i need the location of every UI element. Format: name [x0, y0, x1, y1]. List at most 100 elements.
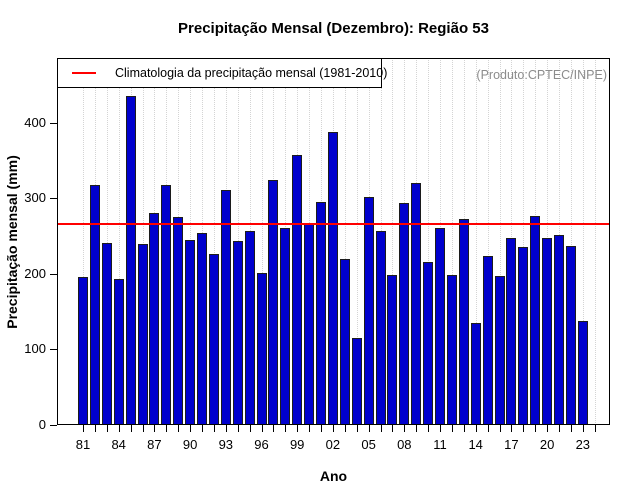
y-axis-tick: [50, 425, 57, 426]
precipitation-bar-1990: [185, 239, 196, 425]
gridline: [142, 58, 144, 425]
x-axis-tick-label: 11: [433, 437, 447, 452]
x-axis-tick: [344, 425, 346, 432]
x-axis-tick: [130, 425, 132, 432]
x-axis-tick: [249, 425, 251, 432]
x-axis-tick-label: 99: [289, 437, 305, 452]
precipitation-bar-1986: [137, 243, 148, 425]
plot-area: [57, 58, 610, 425]
gridline: [523, 58, 525, 425]
x-axis-tick-label: 17: [504, 437, 519, 452]
chart-title: Precipitação Mensal (Dezembro): Região 5…: [178, 20, 489, 37]
x-axis-tick: [83, 425, 84, 432]
gridline: [118, 58, 120, 425]
y-axis-title: Precipitação mensal (mm): [4, 155, 20, 329]
x-axis-tick-label: 02: [325, 437, 341, 452]
precipitation-bar-2002: [327, 132, 338, 425]
y-axis-tick-label: 200: [24, 265, 46, 281]
x-axis-tick: [463, 425, 465, 432]
x-axis-tick-label: 81: [75, 437, 91, 452]
x-axis-tick: [202, 425, 203, 432]
x-axis-tick-label: 08: [397, 437, 412, 452]
precipitation-bar-1991: [197, 232, 207, 425]
precipitation-bar-2015: [482, 256, 493, 425]
gridline: [428, 58, 430, 425]
precipitation-bar-2014: [470, 322, 481, 425]
y-axis-tick-label: 400: [24, 114, 46, 130]
precipitation-bar-1989: [173, 217, 184, 425]
x-axis-tick-label: 23: [575, 437, 591, 452]
x-axis-tick: [428, 425, 430, 432]
x-axis-tick: [499, 425, 501, 432]
gridline: [356, 58, 358, 425]
legend-box: Climatologia da precipitação mensal (198…: [57, 58, 387, 88]
precipitation-bar-2020: [542, 237, 553, 425]
x-axis-tick: [594, 425, 596, 432]
x-axis-tick: [392, 425, 394, 432]
y-axis-tick: [50, 273, 57, 275]
x-axis-tick: [321, 425, 322, 432]
precipitation-bar-1999: [292, 155, 303, 425]
x-axis-tick-label: 90: [182, 437, 198, 452]
gridline: [594, 58, 596, 425]
precipitation-bar-2011: [435, 228, 445, 425]
precipitation-bar-1985: [125, 96, 136, 425]
precipitation-bar-1998: [280, 228, 291, 425]
x-axis-title: Ano: [319, 468, 348, 484]
precipitation-bar-2010: [423, 262, 434, 425]
x-axis-tick: [535, 425, 537, 432]
precipitation-bar-1994: [232, 240, 243, 425]
precipitation-bar-1988: [161, 184, 172, 425]
precipitation-bar-1982: [89, 184, 100, 425]
gridline: [392, 58, 394, 425]
x-axis-tick-label: 05: [361, 437, 376, 452]
x-axis-tick: [309, 425, 311, 432]
x-axis-tick: [368, 425, 370, 432]
precipitation-bar-1997: [268, 180, 279, 425]
precipitation-bar-1983: [101, 242, 112, 425]
x-axis-tick: [190, 425, 192, 432]
precipitation-bar-2009: [411, 183, 422, 425]
y-axis-tick-label: 300: [24, 190, 46, 206]
x-axis-tick: [237, 425, 239, 432]
precipitation-bar-2022: [565, 245, 576, 425]
y-axis-tick-label: 100: [24, 341, 46, 357]
x-axis-tick: [451, 425, 453, 432]
x-axis-tick: [511, 425, 513, 432]
x-axis-tick-label: 20: [539, 437, 555, 452]
precipitation-bar-1984: [113, 279, 124, 425]
x-axis-tick: [213, 425, 215, 432]
gridline: [487, 58, 489, 425]
x-axis-tick-label: 84: [111, 437, 126, 452]
precipitation-bar-2000: [304, 223, 315, 425]
precipitation-bar-2016: [494, 276, 505, 425]
precipitation-bar-1993: [220, 189, 231, 425]
gridline: [344, 58, 346, 425]
y-axis-tick: [50, 122, 57, 124]
x-axis-tick: [487, 425, 489, 432]
x-axis-tick: [273, 425, 275, 432]
x-axis-tick: [523, 425, 525, 432]
x-axis-tick: [416, 425, 418, 432]
x-axis-tick-label: 93: [218, 437, 234, 452]
y-axis-tick: [50, 349, 57, 351]
gridline: [570, 58, 572, 425]
precipitation-bar-1992: [208, 254, 219, 425]
gridline: [83, 58, 84, 425]
precipitation-bar-2007: [387, 275, 398, 425]
gridline: [261, 58, 263, 425]
x-axis-tick: [332, 425, 334, 432]
precipitation-bar-1987: [149, 213, 160, 425]
precipitation-bar-2006: [375, 231, 386, 425]
y-axis-tick-label: 0: [38, 417, 46, 432]
precipitation-bar-2012: [446, 275, 457, 425]
gridline: [106, 58, 108, 425]
x-axis-tick: [570, 425, 572, 432]
precipitation-bar-2023: [577, 321, 588, 425]
x-axis-tick: [94, 425, 96, 432]
precipitation-bar-2004: [351, 338, 362, 425]
y-axis-tick: [50, 198, 57, 200]
precipitation-bar-2005: [363, 196, 374, 425]
x-axis-tick: [118, 425, 120, 432]
